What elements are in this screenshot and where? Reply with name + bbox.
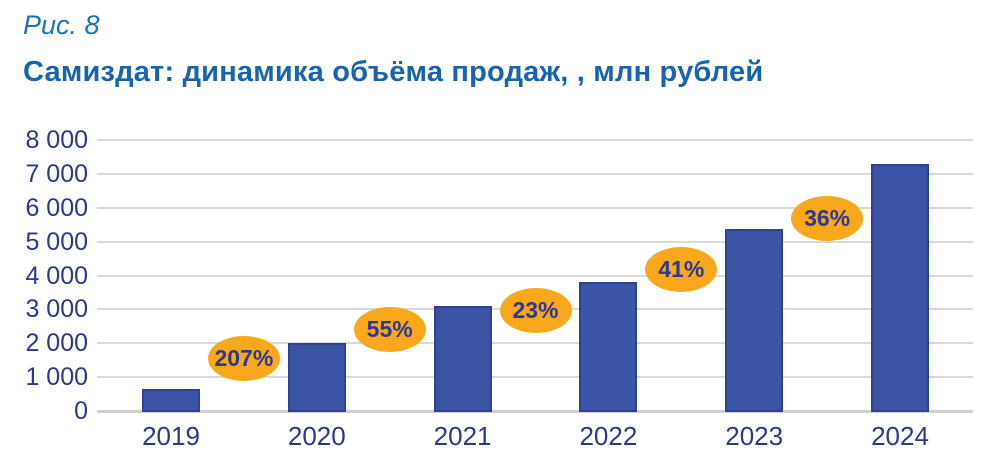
gridline-5000 <box>97 240 973 243</box>
bar-2023 <box>725 229 784 412</box>
x-axis-label-2020: 2020 <box>287 421 346 451</box>
chart-title: Самиздат: динамика объёма продаж, , млн … <box>23 56 764 88</box>
y-axis-tick-label-6000: 6 000 <box>25 193 88 222</box>
gridline-0 <box>97 410 973 413</box>
y-axis-tick-label-3000: 3 000 <box>25 295 88 324</box>
gridline-6000 <box>97 206 973 209</box>
gridline-2000 <box>97 342 973 345</box>
bar-2021 <box>433 306 492 412</box>
y-axis-tick-label-7000: 7 000 <box>25 159 88 188</box>
gridline-7000 <box>97 172 973 175</box>
x-axis-label-2021: 2021 <box>433 421 492 451</box>
gridline-1000 <box>97 376 973 379</box>
y-axis-tick-label-5000: 5 000 <box>25 227 88 256</box>
bar-2022 <box>579 282 638 412</box>
growth-badge-23pct: 23% <box>499 288 572 334</box>
y-axis-tick-label-0: 0 <box>74 397 88 425</box>
x-axis-label-2022: 2022 <box>579 421 638 451</box>
y-axis-tick-label-1000: 1 000 <box>25 363 88 392</box>
x-axis-label-2023: 2023 <box>725 421 784 451</box>
y-axis-tick-label-2000: 2 000 <box>25 329 88 358</box>
figure-label: Рис. 8 <box>23 10 100 40</box>
bar-2020 <box>287 343 346 412</box>
growth-badge-207pct: 207% <box>207 335 280 381</box>
gridline-4000 <box>97 274 973 277</box>
gridline-8000 <box>97 139 973 141</box>
bar-2024 <box>871 164 929 412</box>
growth-badge-55pct: 55% <box>353 306 426 352</box>
x-axis-label-2024: 2024 <box>871 421 929 451</box>
growth-badge-36pct: 36% <box>791 195 864 241</box>
y-axis-tick-label-8000: 8 000 <box>25 126 88 154</box>
growth-badge-41pct: 41% <box>645 246 718 292</box>
y-axis-tick-label-4000: 4 000 <box>25 261 88 290</box>
bar-2019 <box>142 388 200 412</box>
x-axis-label-2019: 2019 <box>142 421 200 451</box>
